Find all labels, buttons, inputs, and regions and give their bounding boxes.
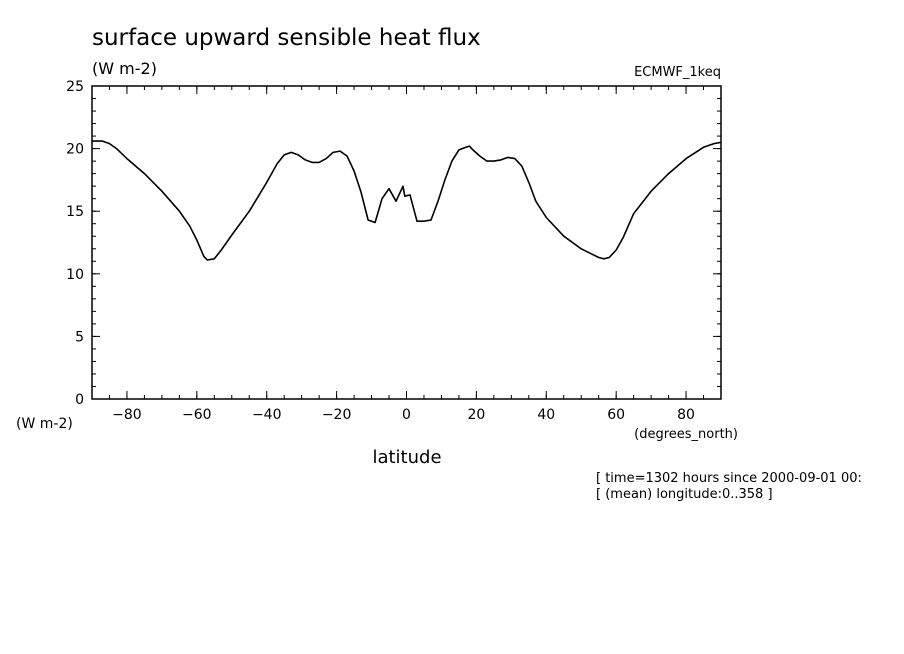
note-time: [ time=1302 hours since 2000-09-01 00: [596, 471, 862, 486]
x-tick-label: 40 [537, 407, 555, 423]
x-tick-label: 80 [677, 407, 695, 423]
x-tick-label: 60 [607, 407, 625, 423]
y-tick-label: 5 [75, 329, 84, 345]
chart-title: surface upward sensible heat flux [92, 25, 481, 51]
x-tick-label: −80 [112, 407, 142, 423]
y-axis-label: (W m-2) [16, 416, 73, 432]
units-label: (W m-2) [92, 59, 157, 78]
y-tick-label: 10 [66, 267, 84, 283]
axis-ticks [91, 85, 722, 400]
plot-frame [91, 85, 722, 400]
x-tick-label: −60 [182, 407, 212, 423]
x-tick-label: −40 [252, 407, 282, 423]
y-tick-label: 25 [66, 79, 84, 95]
x-units-label: (degrees_north) [634, 427, 738, 442]
x-axis-label: latitude [372, 447, 441, 468]
y-tick-label: 20 [66, 142, 84, 158]
data-line [92, 140, 722, 261]
note-longitude: [ (mean) longitude:0..358 ] [596, 487, 773, 502]
y-tick-label: 15 [66, 204, 84, 220]
axis-tick-labels: −80 −60 −40 −20 0 20 40 60 80 0 5 10 15 20 25 [66, 79, 695, 423]
x-tick-label: −20 [322, 407, 352, 423]
y-tick-label: 0 [75, 392, 84, 408]
x-tick-label: 0 [402, 407, 411, 423]
x-tick-label: 20 [467, 407, 485, 423]
source-label: ECMWF_1keq [634, 65, 721, 80]
